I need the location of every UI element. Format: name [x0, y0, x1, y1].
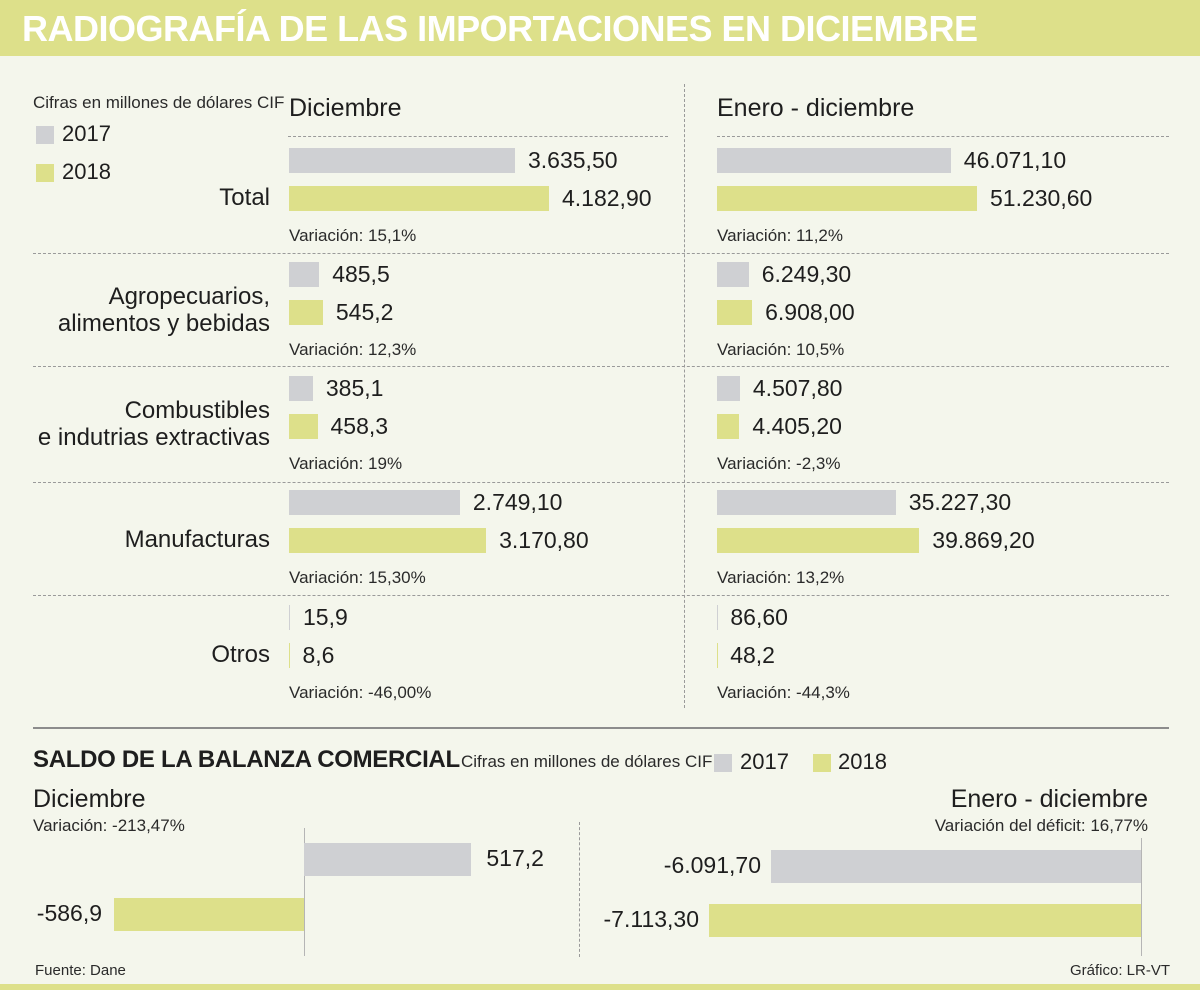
units-note: Cifras en millones de dólares CIF [33, 93, 285, 112]
value-label: 51.230,60 [990, 185, 1093, 211]
value-label: 48,2 [730, 642, 775, 668]
legend-swatch-2017 [36, 126, 54, 144]
balance-zero-axis [304, 828, 305, 956]
bar-2017 [289, 376, 313, 401]
value-label: 4.405,20 [752, 413, 842, 439]
variation-label: Variación: 11,2% [717, 226, 843, 245]
row-separator [33, 482, 1169, 483]
legend-swatch-2018 [36, 164, 54, 182]
value-label: 2.749,10 [472, 489, 563, 515]
bar-2018 [289, 528, 487, 553]
balance-column-separator [579, 822, 580, 957]
variation-label: Variación: 12,3% [289, 340, 417, 359]
value-label: 6.908,00 [765, 299, 855, 325]
balance-title: SALDO DE LA BALANZA COMERCIAL [33, 746, 460, 773]
value-label: 545,2 [335, 299, 394, 325]
balance-units-note: Cifras en millones de dólares CIF [461, 752, 713, 771]
variation-label: Variación: 10,5% [717, 340, 845, 359]
balance-legend-label-2018: 2018 [838, 749, 887, 774]
bar-2018 [289, 414, 318, 439]
balance-bar-2017 [304, 843, 472, 876]
row-separator [288, 136, 668, 137]
bar-2018 [289, 300, 323, 325]
bar-2017 [289, 490, 460, 515]
balance-dec-header: Diciembre [33, 785, 146, 813]
bar-2017 [717, 490, 896, 515]
balance-value-label: -6.091,70 [663, 852, 761, 878]
value-label: 46.071,10 [963, 147, 1067, 173]
category-label: Manufacturas [124, 526, 270, 553]
balance-value-label: -586,9 [36, 900, 102, 926]
value-label: 15,9 [303, 604, 348, 630]
value-label: 458,3 [330, 413, 389, 439]
balance-year-variation: Variación del déficit: 16,77% [934, 816, 1148, 835]
balance-legend-swatch-2018 [813, 754, 831, 772]
value-label: 4.507,80 [752, 375, 843, 401]
balance-value-label: -7.113,30 [603, 906, 699, 932]
value-label: 39.869,20 [932, 527, 1035, 553]
bar-2018 [289, 186, 549, 211]
value-label: 3.170,80 [499, 527, 589, 553]
legend-label-2018: 2018 [62, 159, 111, 184]
balance-dec-variation: Variación: -213,47% [33, 816, 185, 835]
bar-2018 [289, 643, 290, 668]
balance-legend-swatch-2017 [714, 754, 732, 772]
column-header-year: Enero - diciembre [717, 94, 915, 122]
category-label: Otros [211, 641, 270, 668]
balance-bar-2017 [771, 850, 1141, 883]
variation-label: Variación: -44,3% [717, 683, 850, 702]
value-label: 8,6 [302, 642, 335, 668]
bar-2018 [717, 414, 740, 439]
balance-bar-2018 [709, 904, 1141, 937]
bar-2018 [717, 528, 920, 553]
bar-2018 [717, 300, 753, 325]
bar-2017 [717, 148, 951, 173]
bar-2017 [289, 605, 290, 630]
value-label: 485,5 [332, 261, 390, 287]
variation-label: Variación: 15,1% [289, 226, 417, 245]
row-separator [33, 253, 1169, 254]
column-separator [684, 84, 685, 708]
credit-note: Gráfico: LR-VT [1069, 962, 1170, 979]
category-label: Agropecuarios, alimentos y bebidas [57, 283, 270, 337]
bar-2017 [717, 376, 740, 401]
value-label: 4.182,90 [562, 185, 652, 211]
variation-label: Variación: 13,2% [717, 568, 845, 587]
value-label: 6.249,30 [761, 261, 852, 287]
column-header-dec: Diciembre [289, 94, 402, 122]
category-label: Combustibles e indutrias extractivas [37, 397, 270, 451]
legend-label-2017: 2017 [62, 121, 111, 146]
variation-label: Variación: -2,3% [717, 454, 841, 473]
bar-2018 [717, 186, 977, 211]
value-label: 385,1 [325, 375, 384, 401]
balance-bar-2018 [114, 898, 304, 931]
balance-value-label: 517,2 [486, 845, 544, 871]
bar-2017 [289, 262, 320, 287]
balance-year-header: Enero - diciembre [950, 785, 1148, 813]
row-separator [33, 366, 1169, 367]
section-divider [33, 727, 1169, 729]
variation-label: Variación: -46,00% [289, 683, 432, 702]
category-label: Total [219, 184, 270, 211]
balance-legend-label-2017: 2017 [740, 749, 789, 774]
bar-2017 [289, 148, 515, 173]
title-bar [0, 0, 1200, 56]
page-title: RADIOGRAFÍA DE LAS IMPORTACIONES EN DICI… [22, 8, 978, 49]
value-label: 86,60 [730, 604, 788, 630]
row-separator [33, 595, 1169, 596]
row-separator [717, 136, 1169, 137]
source-note: Fuente: Dane [35, 962, 126, 979]
variation-label: Variación: 15,30% [289, 568, 426, 587]
balance-zero-axis [1141, 838, 1142, 956]
value-label: 3.635,50 [528, 147, 618, 173]
variation-label: Variación: 19% [289, 454, 403, 473]
bar-2017 [717, 262, 749, 287]
bottom-bar [0, 984, 1200, 990]
value-label: 35.227,30 [908, 489, 1012, 515]
